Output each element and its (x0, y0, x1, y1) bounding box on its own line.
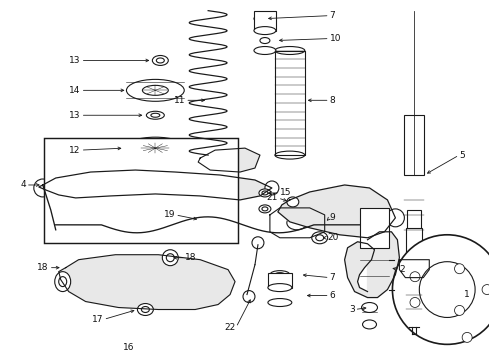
Ellipse shape (287, 216, 307, 230)
Circle shape (410, 297, 420, 307)
Ellipse shape (59, 276, 67, 287)
Text: 14: 14 (69, 86, 81, 95)
Ellipse shape (254, 27, 276, 35)
Ellipse shape (312, 232, 328, 244)
Text: 19: 19 (164, 210, 175, 219)
Text: 13: 13 (69, 111, 81, 120)
Polygon shape (198, 148, 260, 172)
Circle shape (352, 214, 364, 226)
Text: 13: 13 (69, 56, 81, 65)
Ellipse shape (152, 55, 168, 66)
Ellipse shape (259, 205, 271, 213)
Ellipse shape (151, 113, 160, 117)
Text: 8: 8 (330, 96, 336, 105)
FancyBboxPatch shape (44, 138, 238, 243)
Polygon shape (39, 170, 272, 200)
Ellipse shape (287, 197, 299, 207)
FancyBboxPatch shape (406, 228, 422, 278)
Circle shape (455, 305, 465, 315)
FancyBboxPatch shape (254, 11, 276, 31)
FancyBboxPatch shape (407, 210, 421, 235)
Text: 17: 17 (92, 315, 103, 324)
Ellipse shape (254, 15, 276, 23)
Ellipse shape (141, 143, 171, 153)
Circle shape (455, 264, 465, 274)
Polygon shape (270, 208, 325, 238)
Circle shape (34, 179, 52, 197)
Circle shape (482, 285, 490, 294)
Circle shape (54, 213, 68, 227)
Ellipse shape (143, 85, 168, 95)
Text: 7: 7 (330, 273, 336, 282)
Ellipse shape (142, 306, 149, 312)
Text: 3: 3 (349, 305, 355, 314)
Ellipse shape (362, 302, 377, 312)
FancyBboxPatch shape (404, 115, 424, 175)
Ellipse shape (260, 37, 270, 44)
FancyBboxPatch shape (360, 208, 390, 248)
Text: 21: 21 (267, 193, 278, 202)
Text: 20: 20 (328, 233, 339, 242)
Circle shape (243, 291, 255, 302)
Ellipse shape (156, 58, 164, 63)
Ellipse shape (262, 207, 268, 211)
Ellipse shape (275, 151, 305, 159)
Circle shape (387, 209, 404, 227)
Polygon shape (399, 260, 429, 278)
FancyBboxPatch shape (268, 273, 292, 288)
Circle shape (392, 235, 490, 345)
Ellipse shape (275, 46, 305, 54)
Text: 1: 1 (464, 290, 470, 299)
Text: 11: 11 (174, 96, 185, 105)
Ellipse shape (124, 137, 186, 159)
Ellipse shape (275, 273, 285, 276)
Text: 6: 6 (330, 291, 336, 300)
Ellipse shape (147, 111, 164, 119)
Text: 2: 2 (399, 265, 405, 274)
Text: 7: 7 (330, 11, 336, 20)
Ellipse shape (262, 191, 268, 195)
Ellipse shape (126, 80, 184, 101)
Polygon shape (344, 232, 399, 298)
Ellipse shape (270, 271, 290, 279)
Circle shape (252, 237, 264, 249)
Ellipse shape (363, 320, 376, 329)
Text: 4: 4 (20, 180, 26, 189)
Polygon shape (59, 255, 235, 310)
Ellipse shape (259, 189, 271, 197)
Circle shape (410, 272, 420, 282)
Ellipse shape (254, 46, 276, 54)
Text: 16: 16 (122, 343, 134, 352)
Text: 18: 18 (37, 263, 49, 272)
Ellipse shape (268, 284, 292, 292)
Circle shape (419, 262, 475, 318)
Text: 18: 18 (185, 253, 196, 262)
Ellipse shape (260, 17, 270, 21)
Ellipse shape (137, 303, 153, 315)
Text: 9: 9 (330, 213, 336, 222)
Ellipse shape (268, 298, 292, 306)
Ellipse shape (316, 235, 324, 241)
Text: 5: 5 (459, 150, 465, 159)
Text: 22: 22 (225, 323, 236, 332)
Ellipse shape (162, 250, 178, 266)
Ellipse shape (166, 254, 174, 262)
Circle shape (462, 332, 472, 342)
Text: 12: 12 (69, 145, 81, 154)
Text: 15: 15 (280, 188, 292, 197)
Text: 10: 10 (330, 34, 341, 43)
Polygon shape (278, 185, 395, 238)
Circle shape (265, 181, 279, 195)
Ellipse shape (55, 272, 71, 292)
